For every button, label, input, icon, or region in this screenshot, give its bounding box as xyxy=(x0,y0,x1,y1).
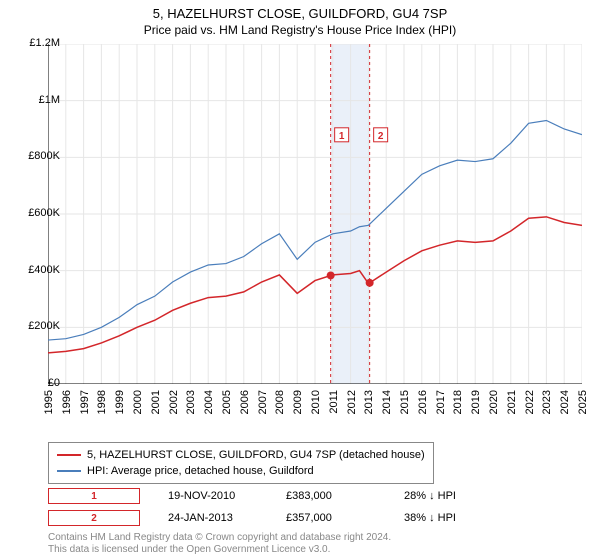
x-tick-label: 2019 xyxy=(470,390,482,414)
x-tick-label: 2012 xyxy=(346,390,358,414)
y-tick-label: £1M xyxy=(10,94,60,106)
chart-subtitle: Price paid vs. HM Land Registry's House … xyxy=(0,21,600,37)
x-tick-label: 2020 xyxy=(488,390,500,414)
transaction-price: £357,000 xyxy=(286,512,376,524)
transaction-date: 19-NOV-2010 xyxy=(168,490,258,502)
transaction-marker: 2 xyxy=(48,510,140,526)
x-tick-label: 1998 xyxy=(96,390,108,414)
x-tick-label: 2017 xyxy=(435,390,447,414)
transaction-marker: 1 xyxy=(48,488,140,504)
x-tick-label: 1995 xyxy=(43,390,55,414)
chart-plot-area: 12 xyxy=(48,44,582,384)
legend-item: 5, HAZELHURST CLOSE, GUILDFORD, GU4 7SP … xyxy=(57,447,425,463)
x-tick-label: 2022 xyxy=(524,390,536,414)
transaction-row: 1 19-NOV-2010 £383,000 28% ↓ HPI xyxy=(48,488,494,504)
x-tick-label: 2003 xyxy=(185,390,197,414)
x-tick-label: 2014 xyxy=(381,390,393,414)
x-tick-label: 2000 xyxy=(132,390,144,414)
x-tick-label: 2011 xyxy=(328,390,340,414)
x-tick-label: 2009 xyxy=(292,390,304,414)
x-tick-label: 2001 xyxy=(150,390,162,414)
x-tick-label: 2023 xyxy=(541,390,553,414)
y-tick-label: £600K xyxy=(10,207,60,219)
y-tick-label: £800K xyxy=(10,150,60,162)
legend-swatch xyxy=(57,454,81,456)
chart-title: 5, HAZELHURST CLOSE, GUILDFORD, GU4 7SP xyxy=(0,0,600,21)
x-tick-label: 2008 xyxy=(274,390,286,414)
legend-item: HPI: Average price, detached house, Guil… xyxy=(57,463,425,479)
x-tick-label: 2013 xyxy=(363,390,375,414)
legend-swatch xyxy=(57,470,81,472)
svg-text:2: 2 xyxy=(378,131,384,142)
x-tick-label: 1997 xyxy=(79,390,91,414)
x-tick-label: 2018 xyxy=(452,390,464,414)
y-tick-label: £200K xyxy=(10,320,60,332)
y-tick-label: £0 xyxy=(10,377,60,389)
transaction-delta: 28% ↓ HPI xyxy=(404,490,494,502)
x-tick-label: 2010 xyxy=(310,390,322,414)
transaction-price: £383,000 xyxy=(286,490,376,502)
x-tick-label: 2004 xyxy=(203,390,215,414)
transaction-row: 2 24-JAN-2013 £357,000 38% ↓ HPI xyxy=(48,510,494,526)
x-tick-label: 2002 xyxy=(168,390,180,414)
legend-label: HPI: Average price, detached house, Guil… xyxy=(87,463,314,479)
x-tick-label: 2005 xyxy=(221,390,233,414)
attribution-line: This data is licensed under the Open Gov… xyxy=(48,544,330,556)
chart-container: 5, HAZELHURST CLOSE, GUILDFORD, GU4 7SP … xyxy=(0,0,600,560)
y-tick-label: £400K xyxy=(10,264,60,276)
x-tick-label: 2024 xyxy=(559,390,571,414)
x-tick-label: 2006 xyxy=(239,390,251,414)
x-tick-label: 2007 xyxy=(257,390,269,414)
x-tick-label: 2025 xyxy=(577,390,589,414)
x-tick-label: 1996 xyxy=(61,390,73,414)
legend: 5, HAZELHURST CLOSE, GUILDFORD, GU4 7SP … xyxy=(48,442,434,484)
chart-svg: 12 xyxy=(48,44,582,384)
x-tick-label: 2016 xyxy=(417,390,429,414)
x-tick-label: 2021 xyxy=(506,390,518,414)
attribution-line: Contains HM Land Registry data © Crown c… xyxy=(48,532,391,544)
x-tick-label: 1999 xyxy=(114,390,126,414)
x-tick-label: 2015 xyxy=(399,390,411,414)
transaction-delta: 38% ↓ HPI xyxy=(404,512,494,524)
legend-label: 5, HAZELHURST CLOSE, GUILDFORD, GU4 7SP … xyxy=(87,447,425,463)
y-tick-label: £1.2M xyxy=(10,37,60,49)
transaction-date: 24-JAN-2013 xyxy=(168,512,258,524)
svg-text:1: 1 xyxy=(339,131,345,142)
